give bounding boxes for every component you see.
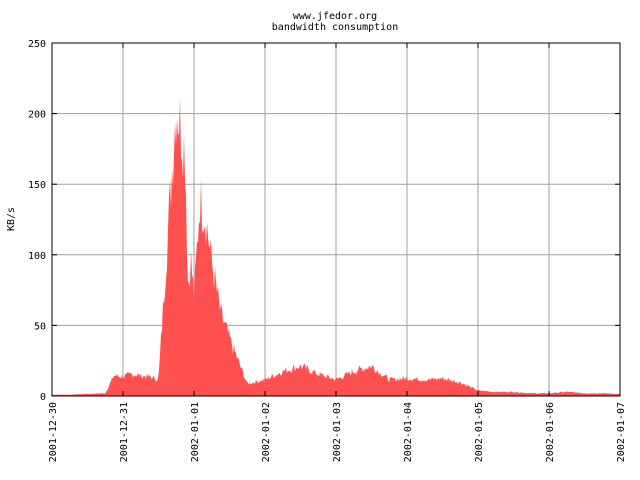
y-axis-ticks: 0 50 100 150 200 250 xyxy=(28,39,620,403)
y-tick-label: 200 xyxy=(28,110,46,121)
grid xyxy=(52,43,620,396)
x-axis-ticks: 2001-12-30 2001-12-31 2002-01-01 2002-01-02… xyxy=(48,43,627,462)
x-tick-label: 2002-01-01 xyxy=(190,402,201,462)
x-tick-label: 2001-12-30 xyxy=(48,402,59,462)
x-tick-label: 2001-12-31 xyxy=(119,402,130,462)
series-area xyxy=(52,97,620,396)
x-tick-label: 2002-01-02 xyxy=(261,402,272,462)
y-tick-label: 100 xyxy=(28,251,46,262)
x-tick-label: 2002-01-07 xyxy=(616,402,627,462)
y-tick-label: 0 xyxy=(40,392,46,403)
x-tick-label: 2002-01-06 xyxy=(545,402,556,462)
x-tick-label: 2002-01-03 xyxy=(332,402,343,462)
chart-title: www.jfedor.org xyxy=(293,11,377,22)
y-tick-label: 250 xyxy=(28,39,46,50)
y-tick-label: 150 xyxy=(28,180,46,191)
x-tick-label: 2002-01-04 xyxy=(403,402,414,462)
chart-subtitle: bandwidth consumption xyxy=(272,22,398,33)
x-tick-label: 2002-01-05 xyxy=(474,402,485,462)
y-tick-label: 50 xyxy=(34,321,46,332)
y-axis-label: KB/s xyxy=(6,207,17,231)
